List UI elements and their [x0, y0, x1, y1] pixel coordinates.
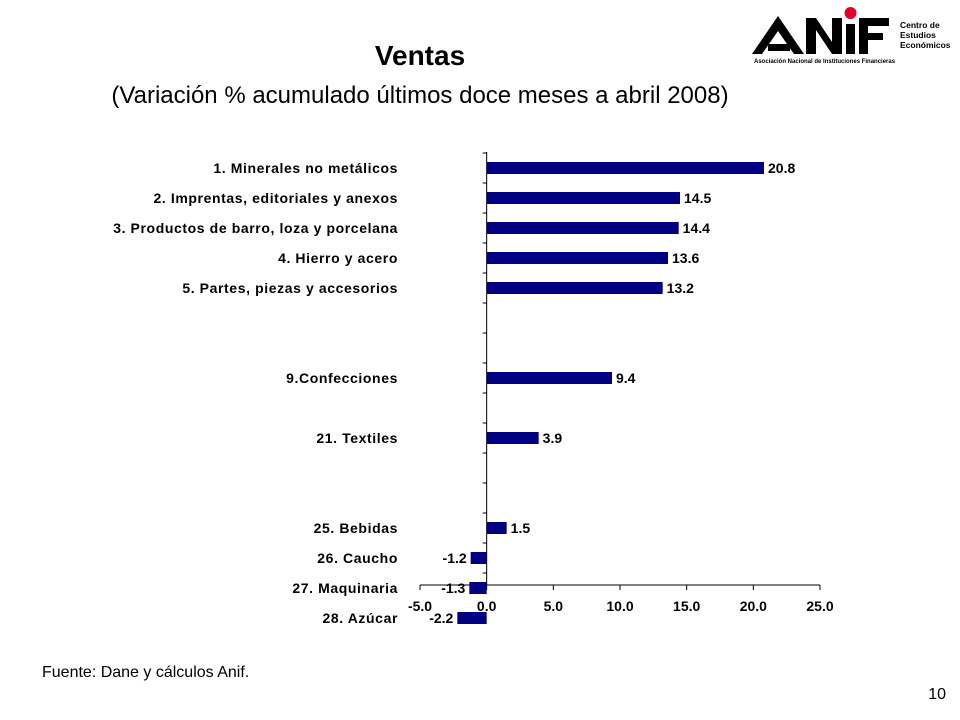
- bar: [470, 552, 487, 564]
- bar: [486, 162, 764, 174]
- category-label: 5. Partes, piezas y accesorios: [182, 280, 398, 296]
- logo-words: Centro de Estudios Económicos: [900, 20, 951, 50]
- bar-chart: -5.0 0.0 5.0 10.0 15.0 20.0 25.0 1. Minerales n…: [113, 152, 834, 626]
- anif-logo: Asociación Nacional de Instituciones Fin…: [748, 4, 960, 70]
- bar: [486, 282, 663, 294]
- value-axis-tick-label: 10.0: [606, 598, 633, 614]
- page-number: 10: [928, 686, 946, 703]
- data-label: -1.3: [441, 580, 465, 596]
- bar: [457, 612, 487, 624]
- value-axis-tick-label: 5.0: [544, 598, 564, 614]
- category-label: 27. Maquinaria: [292, 580, 398, 596]
- category-label: 21. Textiles: [316, 430, 398, 446]
- data-label: -2.2: [429, 610, 453, 626]
- category-label: 2. Imprentas, editoriales y anexos: [154, 190, 399, 206]
- data-label: 14.4: [683, 220, 710, 236]
- data-label: 20.8: [768, 160, 795, 176]
- category-label: 25. Bebidas: [314, 520, 398, 536]
- bar: [469, 582, 487, 594]
- slide-title: Ventas: [374, 40, 466, 71]
- value-axis-tick-label: -5.0: [408, 598, 432, 614]
- category-label: 26. Caucho: [317, 550, 398, 566]
- anif-logo-mark: [752, 7, 889, 54]
- data-label: 13.6: [672, 250, 699, 266]
- logo-word: Económicos: [900, 40, 951, 50]
- bar: [486, 192, 680, 204]
- value-axis-tick-label: 20.0: [740, 598, 767, 614]
- value-axis-tick-label: 25.0: [806, 598, 833, 614]
- data-label: 13.2: [667, 280, 694, 296]
- category-label: 3. Productos de barro, loza y porcelana: [113, 220, 398, 236]
- bar: [486, 222, 679, 234]
- category-label: 1. Minerales no metálicos: [213, 160, 398, 176]
- bar: [486, 432, 539, 444]
- category-label: 28. Azúcar: [322, 610, 398, 626]
- bar: [486, 252, 668, 264]
- category-label: 9.Confecciones: [286, 370, 398, 386]
- bar: [486, 372, 612, 384]
- category-label: 4. Hierro y acero: [278, 250, 398, 266]
- logo-tagline: Asociación Nacional de Instituciones Fin…: [754, 59, 896, 65]
- data-label: 3.9: [543, 430, 563, 446]
- logo-word: Estudios: [900, 30, 936, 40]
- logo-word: Centro de: [900, 20, 940, 30]
- data-label: 9.4: [616, 370, 636, 386]
- data-label: 14.5: [684, 190, 711, 206]
- value-axis-tick-label: 15.0: [673, 598, 700, 614]
- slide-subtitle: (Variación % acumulado últimos doce mese…: [111, 82, 729, 109]
- data-label: 1.5: [511, 520, 531, 536]
- data-label: -1.2: [443, 550, 467, 566]
- bar: [486, 522, 507, 534]
- source-note: Fuente: Dane y cálculos Anif.: [42, 664, 250, 681]
- value-axis-tick-label: 0.0: [477, 598, 497, 614]
- logo-dot: [844, 7, 857, 19]
